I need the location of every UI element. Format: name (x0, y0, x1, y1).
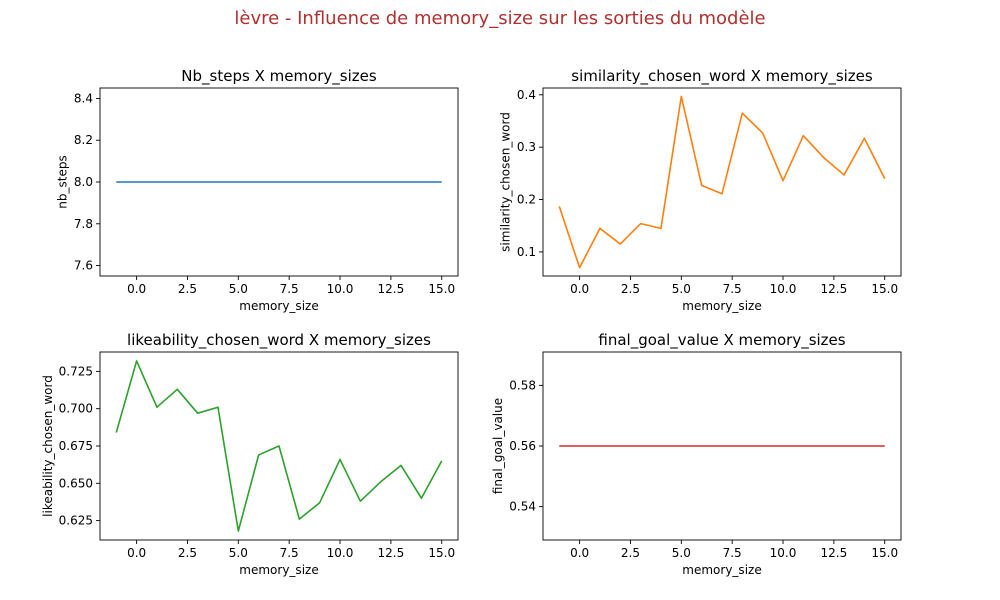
chart-nb-steps-x-memory-sizes-xtick-label: 7.5 (280, 282, 299, 296)
chart-likeability-chosen-word-x-memory-sizes-ytick-label: 0.700 (59, 402, 93, 416)
chart-similarity-chosen-word-x-memory-sizes-ytick-label: 0.4 (517, 88, 536, 102)
chart-nb-steps-x-memory-sizes-ylabel: nb_steps (55, 155, 69, 208)
chart-nb-steps-x-memory-sizes-ytick-label: 8.2 (74, 133, 93, 147)
chart-nb-steps-x-memory-sizes-xtick-label: 12.5 (378, 282, 405, 296)
chart-nb-steps-x-memory-sizes-xtick-label: 10.0 (327, 282, 354, 296)
chart-likeability-chosen-word-x-memory-sizes-title: likeability_chosen_word X memory_sizes (127, 331, 431, 350)
chart-final-goal-value-x-memory-sizes-xtick-label: 7.5 (723, 546, 742, 560)
chart-nb-steps-x-memory-sizes-xtick-label: 0.0 (127, 282, 146, 296)
chart-likeability-chosen-word-x-memory-sizes-xtick-label: 15.0 (428, 546, 455, 560)
chart-final-goal-value-x-memory-sizes-ytick-label: 0.54 (509, 500, 536, 514)
chart-similarity-chosen-word-x-memory-sizes-ytick-label: 0.2 (517, 193, 536, 207)
chart-similarity-chosen-word-x-memory-sizes: 0.0 2.5 5.0 7.5 10.0 12.5 15.0 0.1 0.2 0.3 0.4 simi… (498, 67, 902, 313)
chart-likeability-chosen-word-x-memory-sizes-ytick-label: 0.625 (59, 514, 93, 528)
figure-suptitle: lèvre - Influence de memory_size sur les… (234, 8, 766, 29)
chart-final-goal-value-x-memory-sizes-xtick-label: 15.0 (871, 546, 898, 560)
chart-similarity-chosen-word-x-memory-sizes-xtick-label: 5.0 (672, 282, 691, 296)
chart-likeability-chosen-word-x-memory-sizes-ytick-label: 0.650 (59, 476, 93, 490)
chart-nb-steps-x-memory-sizes-xlabel: memory_size (239, 299, 318, 313)
chart-similarity-chosen-word-x-memory-sizes-xtick-label: 7.5 (723, 282, 742, 296)
chart-similarity-chosen-word-x-memory-sizes-xlabel: memory_size (682, 299, 761, 313)
chart-likeability-chosen-word-x-memory-sizes-xtick-label: 5.0 (229, 546, 248, 560)
chart-likeability-chosen-word-x-memory-sizes-ytick-label: 0.725 (59, 364, 93, 378)
chart-likeability-chosen-word-x-memory-sizes-xtick-label: 7.5 (280, 546, 299, 560)
chart-likeability-chosen-word-x-memory-sizes-series-line-0 (115, 360, 443, 532)
chart-nb-steps-x-memory-sizes-ytick-label: 7.8 (74, 217, 93, 231)
chart-final-goal-value-x-memory-sizes-xtick-label: 5.0 (672, 546, 691, 560)
chart-likeability-chosen-word-x-memory-sizes-ylabel: likeability_chosen_word (41, 375, 55, 517)
chart-final-goal-value-x-memory-sizes-ytick-label: 0.56 (509, 439, 536, 453)
chart-nb-steps-x-memory-sizes-xtick-label: 2.5 (178, 282, 197, 296)
chart-final-goal-value-x-memory-sizes-title: final_goal_value X memory_sizes (598, 331, 845, 350)
chart-similarity-chosen-word-x-memory-sizes-xtick-label: 15.0 (871, 282, 898, 296)
chart-nb-steps-x-memory-sizes-ytick-label: 8.4 (74, 91, 93, 105)
chart-nb-steps-x-memory-sizes-ytick-label: 8.0 (74, 175, 93, 189)
chart-similarity-chosen-word-x-memory-sizes-ytick-label: 0.1 (517, 245, 536, 259)
chart-likeability-chosen-word-x-memory-sizes-xtick-label: 0.0 (127, 546, 146, 560)
chart-likeability-chosen-word-x-memory-sizes-xlabel: memory_size (239, 563, 318, 577)
chart-final-goal-value-x-memory-sizes-xtick-label: 10.0 (770, 546, 797, 560)
chart-similarity-chosen-word-x-memory-sizes-xtick-label: 10.0 (770, 282, 797, 296)
chart-similarity-chosen-word-x-memory-sizes-series-line-0 (558, 95, 886, 269)
chart-likeability-chosen-word-x-memory-sizes-xtick-label: 10.0 (327, 546, 354, 560)
chart-nb-steps-x-memory-sizes-title: Nb_steps X memory_sizes (181, 67, 377, 86)
chart-similarity-chosen-word-x-memory-sizes-ytick-label: 0.3 (517, 140, 536, 154)
chart-similarity-chosen-word-x-memory-sizes-xtick-label: 0.0 (570, 282, 589, 296)
chart-likeability-chosen-word-x-memory-sizes: 0.0 2.5 5.0 7.5 10.0 12.5 15.0 0.625 0.650 0.675 0… (41, 331, 459, 577)
chart-similarity-chosen-word-x-memory-sizes-axes-frame (542, 87, 902, 277)
chart-similarity-chosen-word-x-memory-sizes-xtick-label: 2.5 (621, 282, 640, 296)
chart-nb-steps-x-memory-sizes-xtick-label: 5.0 (229, 282, 248, 296)
chart-similarity-chosen-word-x-memory-sizes-ylabel: similarity_chosen_word (498, 112, 512, 252)
chart-likeability-chosen-word-x-memory-sizes-xtick-label: 2.5 (178, 546, 197, 560)
chart-final-goal-value-x-memory-sizes-xtick-label: 0.0 (570, 546, 589, 560)
chart-likeability-chosen-word-x-memory-sizes-xtick-label: 12.5 (378, 546, 405, 560)
chart-nb-steps-x-memory-sizes: 0.0 2.5 5.0 7.5 10.0 12.5 15.0 7.6 7.8 8.0 8.2 8.4 N… (55, 67, 459, 313)
chart-similarity-chosen-word-x-memory-sizes-title: similarity_chosen_word X memory_sizes (571, 67, 873, 86)
chart-final-goal-value-x-memory-sizes-xtick-label: 12.5 (821, 546, 848, 560)
chart-final-goal-value-x-memory-sizes-xlabel: memory_size (682, 563, 761, 577)
chart-final-goal-value-x-memory-sizes-ylabel: final_goal_value (491, 398, 505, 494)
chart-likeability-chosen-word-x-memory-sizes-ytick-label: 0.675 (59, 439, 93, 453)
chart-final-goal-value-x-memory-sizes-xtick-label: 2.5 (621, 546, 640, 560)
chart-final-goal-value-x-memory-sizes: 0.0 2.5 5.0 7.5 10.0 12.5 15.0 0.54 0.56 0.58 fina… (491, 331, 902, 577)
chart-final-goal-value-x-memory-sizes-ytick-label: 0.58 (509, 378, 536, 392)
chart-nb-steps-x-memory-sizes-ytick-label: 7.6 (74, 259, 93, 273)
chart-nb-steps-x-memory-sizes-xtick-label: 15.0 (428, 282, 455, 296)
chart-similarity-chosen-word-x-memory-sizes-xtick-label: 12.5 (821, 282, 848, 296)
